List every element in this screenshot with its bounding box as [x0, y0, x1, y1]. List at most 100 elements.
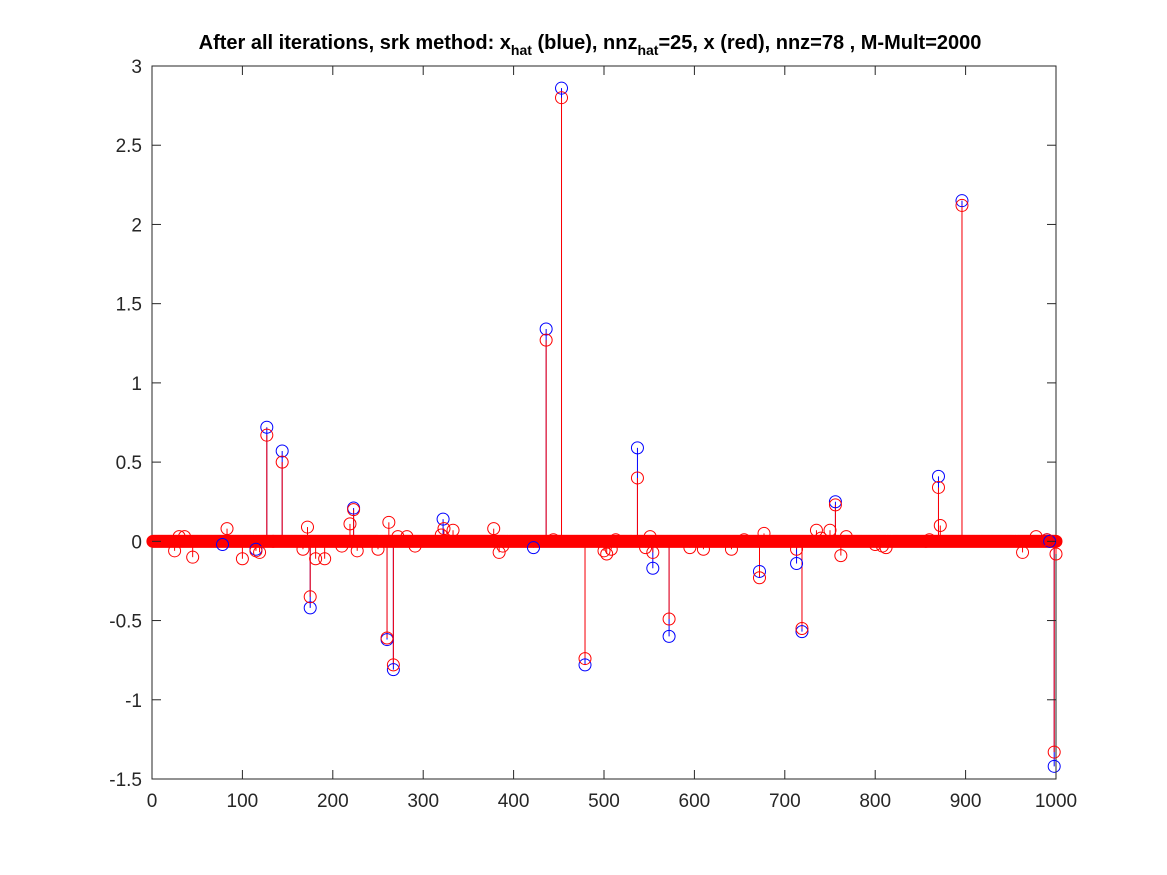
data-point — [933, 518, 947, 532]
x-tick-label: 900 — [950, 791, 982, 812]
ticks: 0 100 200 300 400 500 600 700 800 900 1000 -1.5 -1 -0… — [109, 57, 1077, 812]
x-tick-label: 200 — [317, 791, 349, 812]
data-point — [662, 629, 676, 643]
data-point — [487, 522, 501, 536]
data-point — [408, 539, 422, 553]
data-point — [235, 552, 249, 566]
y-tick-label: 0.5 — [116, 453, 142, 474]
data-point — [371, 542, 385, 556]
data-point — [492, 545, 506, 559]
data-point — [266, 534, 280, 548]
data-point — [434, 528, 448, 542]
data-point — [752, 564, 766, 578]
data-point — [578, 658, 592, 672]
data-point — [790, 557, 804, 571]
data-point — [178, 530, 192, 544]
data-point — [646, 561, 660, 575]
data-point — [343, 517, 357, 531]
data-point — [253, 545, 267, 559]
data-point — [879, 541, 893, 555]
x-tick-label: 300 — [407, 791, 439, 812]
data-point — [168, 544, 182, 558]
data-point — [437, 522, 451, 536]
data-point — [296, 542, 310, 556]
data-point — [260, 420, 274, 434]
data-point — [496, 539, 510, 553]
data-point — [186, 550, 200, 564]
data-point — [578, 652, 592, 666]
title-segment: =25, x (red), nnz=78 , M-Mult=2000 — [658, 32, 981, 54]
data-point — [639, 541, 653, 555]
data-point — [300, 520, 314, 534]
data-point — [526, 541, 540, 555]
data-point — [539, 333, 553, 347]
y-tick-label: 1 — [131, 374, 142, 395]
data-point — [546, 533, 560, 547]
data-point — [303, 590, 317, 604]
data-point — [436, 512, 450, 526]
x-tick-label: 800 — [859, 791, 891, 812]
data-point — [391, 530, 405, 544]
data-point — [597, 544, 611, 558]
data-point — [386, 658, 400, 672]
data-point — [1047, 759, 1061, 773]
data-point — [839, 530, 853, 544]
y-tick-label: 1.5 — [116, 295, 142, 316]
data-point — [275, 444, 289, 458]
data-point — [380, 631, 394, 645]
data-point — [737, 533, 751, 547]
title-subscript: hat — [637, 42, 658, 58]
data-point — [1047, 745, 1061, 759]
data-point — [828, 495, 842, 509]
x-tick-label: 100 — [227, 791, 259, 812]
data-point — [828, 498, 842, 512]
data-point — [696, 542, 710, 556]
y-tick-label: -0.5 — [109, 612, 142, 633]
x-tick-label: 500 — [588, 791, 620, 812]
data-point — [646, 545, 660, 559]
data-point — [600, 547, 614, 561]
markers — [146, 81, 1063, 773]
data-point — [318, 552, 332, 566]
data-point — [823, 523, 837, 537]
data-point — [834, 549, 848, 563]
data-point — [216, 538, 230, 552]
y-tick-label: 0 — [131, 532, 142, 553]
data-point — [662, 612, 676, 626]
data-point — [347, 503, 361, 517]
x-tick-label: 0 — [147, 791, 158, 812]
title-subscript: hat — [511, 42, 532, 58]
data-point — [752, 571, 766, 585]
data-point — [309, 552, 323, 566]
data-point — [790, 542, 804, 556]
x-tick-label: 700 — [769, 791, 801, 812]
data-point — [172, 530, 186, 544]
data-point — [814, 531, 828, 545]
y-tick-label: 3 — [131, 57, 142, 78]
y-tick-label: -1.5 — [109, 770, 142, 791]
y-tick-label: 2.5 — [116, 136, 142, 157]
data-point — [630, 471, 644, 485]
title-segment: (blue), nnz — [532, 32, 638, 54]
data-point — [630, 441, 644, 455]
data-point — [386, 663, 400, 677]
data-point — [757, 526, 771, 540]
title-segment: After all iterations, srk method: x — [199, 32, 511, 54]
data-point — [275, 455, 289, 469]
data-point — [683, 541, 697, 555]
chart-title-text: After all iterations, srk method: xhat (… — [199, 32, 982, 58]
zero-marker-band — [146, 534, 1063, 548]
data-point — [220, 522, 234, 536]
data-point — [643, 530, 657, 544]
data-point — [955, 198, 969, 212]
y-tick-label: 2 — [131, 215, 142, 236]
data-point — [1016, 545, 1030, 559]
x-tick-label: 400 — [498, 791, 530, 812]
data-point — [539, 322, 553, 336]
data-point — [350, 544, 364, 558]
data-point — [1049, 547, 1063, 561]
data-point — [446, 523, 460, 537]
chart-title: After all iterations, srk method: xhat (… — [199, 32, 982, 58]
